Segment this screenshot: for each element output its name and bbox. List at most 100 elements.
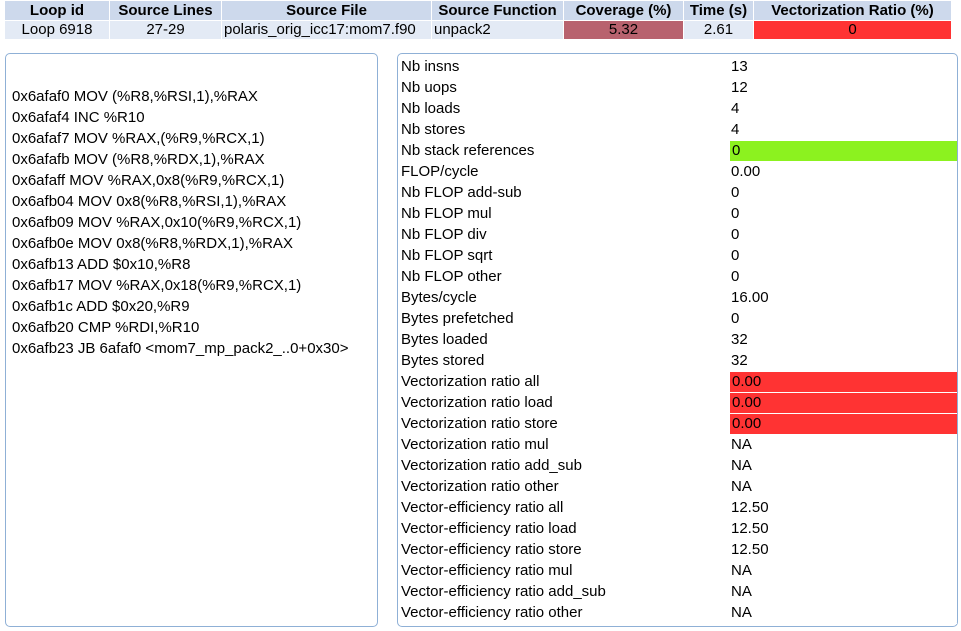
metric-value: 0.00: [730, 371, 957, 393]
assembly-line: 0x6afb23 JB 6afaf0 <mom7_mp_pack2_..0+0x…: [12, 340, 349, 357]
metric-name: Vector-efficiency ratio store: [401, 539, 730, 561]
metric-row: Vector-efficiency ratio mul NA: [401, 560, 957, 582]
loop-summary-table: Loop id Source Lines Source File Source …: [4, 0, 952, 40]
cell-vectorization-ratio: 0: [753, 20, 952, 40]
metric-name: Vector-efficiency ratio all: [401, 497, 730, 519]
assembly-line: 0x6afb09 MOV %RAX,0x10(%R9,%RCX,1): [12, 214, 302, 231]
header-time[interactable]: Time (s): [683, 0, 754, 21]
metric-row: Nb FLOP add-sub 0: [401, 182, 957, 204]
header-source-lines[interactable]: Source Lines: [109, 0, 222, 21]
metric-name: Vector-efficiency ratio mul: [401, 560, 730, 582]
assembly-line: 0x6afaf7 MOV %RAX,(%R9,%RCX,1): [12, 130, 265, 147]
assembly-line: 0x6afb04 MOV 0x8(%R8,%RSI,1),%RAX: [12, 193, 287, 210]
metric-value: 12.50: [730, 497, 957, 519]
metric-value: 4: [730, 98, 957, 120]
metric-name: Vector-efficiency ratio other: [401, 602, 730, 624]
assembly-line: 0x6afaf4 INC %R10: [12, 109, 145, 126]
metric-value: 0: [730, 203, 957, 225]
cell-loop-id: Loop 6918: [4, 20, 110, 40]
metric-name: Vectorization ratio load: [401, 392, 730, 414]
metric-row: Nb insns 13: [401, 57, 957, 78]
header-coverage[interactable]: Coverage (%): [563, 0, 684, 21]
metric-value: NA: [730, 476, 957, 498]
header-source-function[interactable]: Source Function: [431, 0, 564, 21]
metric-row: Vectorization ratio mul NA: [401, 434, 957, 456]
metric-name: Vectorization ratio all: [401, 371, 730, 393]
metric-name: Nb FLOP other: [401, 266, 730, 288]
assembly-line: 0x6afaf0 MOV (%R8,%RSI,1),%RAX: [12, 88, 258, 105]
header-source-file[interactable]: Source File: [221, 0, 432, 21]
metric-value: 0: [730, 182, 957, 204]
metric-row: Bytes loaded 32: [401, 329, 957, 351]
metric-row: Vector-efficiency ratio load 12.50: [401, 518, 957, 540]
metrics-panel: Nb insns 13 Nb uops 12 Nb loads 4 Nb stores 4 Nb…: [397, 53, 958, 627]
metric-value: 12: [730, 77, 957, 99]
cell-coverage: 5.32: [563, 20, 684, 40]
metric-row: Vectorization ratio other NA: [401, 476, 957, 498]
metric-value: 16.00: [730, 287, 957, 309]
metric-name: Bytes stored: [401, 350, 730, 372]
metric-name: Vectorization ratio other: [401, 476, 730, 498]
metric-name: Nb FLOP add-sub: [401, 182, 730, 204]
metric-value: 0: [730, 308, 957, 330]
metric-name: Nb FLOP sqrt: [401, 245, 730, 267]
assembly-panel: 0x6afaf0 MOV (%R8,%RSI,1),%RAX 0x6afaf4 I…: [5, 53, 378, 627]
metric-row: FLOP/cycle 0.00: [401, 161, 957, 183]
metric-row: Vector-efficiency ratio other NA: [401, 602, 957, 624]
metric-row: Vector-efficiency ratio store 12.50: [401, 539, 957, 561]
metric-row: Nb FLOP mul 0: [401, 203, 957, 225]
metric-value: NA: [730, 581, 957, 603]
metric-name: Nb uops: [401, 77, 730, 99]
metric-value: 0.00: [730, 161, 957, 183]
metric-row: Nb loads 4: [401, 98, 957, 120]
metric-value: 0.00: [730, 392, 957, 414]
assembly-line: 0x6afaff MOV %RAX,0x8(%R9,%RCX,1): [12, 172, 285, 189]
assembly-line: 0x6afafb MOV (%R8,%RDX,1),%RAX: [12, 151, 265, 168]
metric-name: FLOP/cycle: [401, 161, 730, 183]
metric-name: Vectorization ratio store: [401, 413, 730, 435]
metric-row: Vector-efficiency ratio all 12.50: [401, 497, 957, 519]
metric-name: Nb stores: [401, 119, 730, 141]
metric-name: Bytes loaded: [401, 329, 730, 351]
summary-header-row: Loop id Source Lines Source File Source …: [4, 0, 952, 21]
cell-source-file: polaris_orig_icc17:mom7.f90: [221, 20, 432, 40]
metric-value: 0: [730, 224, 957, 246]
metric-value: 32: [730, 329, 957, 351]
metric-row: Bytes prefetched 0: [401, 308, 957, 330]
cell-time: 2.61: [683, 20, 754, 40]
metric-value: 12.50: [730, 539, 957, 561]
metric-value: NA: [730, 434, 957, 456]
metrics-table: Nb insns 13 Nb uops 12 Nb loads 4 Nb stores 4 Nb…: [401, 57, 957, 624]
metric-name: Nb loads: [401, 98, 730, 120]
metric-row: Vectorization ratio load 0.00: [401, 392, 957, 414]
assembly-line: 0x6afb20 CMP %RDI,%R10: [12, 319, 200, 336]
metric-row: Nb stores 4: [401, 119, 957, 141]
metric-value: 0: [730, 266, 957, 288]
metric-value: NA: [730, 560, 957, 582]
metric-value: 0: [730, 245, 957, 267]
metric-row: Vectorization ratio add_sub NA: [401, 455, 957, 477]
metric-row: Bytes/cycle 16.00: [401, 287, 957, 309]
metric-row: Nb stack references 0: [401, 140, 957, 162]
header-vectorization-ratio[interactable]: Vectorization Ratio (%): [753, 0, 952, 21]
header-loop-id[interactable]: Loop id: [4, 0, 110, 21]
metric-name: Bytes/cycle: [401, 287, 730, 309]
assembly-list: 0x6afaf0 MOV (%R8,%RSI,1),%RAX 0x6afaf4 I…: [12, 86, 348, 359]
assembly-line: 0x6afb0e MOV 0x8(%R8,%RDX,1),%RAX: [12, 235, 293, 252]
summary-data-row[interactable]: Loop 6918 27-29 polaris_orig_icc17:mom7.…: [4, 20, 952, 40]
metric-value: 0.00: [730, 413, 957, 435]
metric-name: Bytes prefetched: [401, 308, 730, 330]
metric-row: Nb FLOP div 0: [401, 224, 957, 246]
metric-value: NA: [730, 602, 957, 624]
metric-row: Nb FLOP sqrt 0: [401, 245, 957, 267]
metric-name: Nb insns: [401, 57, 730, 78]
metric-row: Bytes stored 32: [401, 350, 957, 372]
metric-value: 0: [730, 140, 957, 162]
metric-name: Vector-efficiency ratio add_sub: [401, 581, 730, 603]
metric-name: Vectorization ratio add_sub: [401, 455, 730, 477]
metric-name: Vector-efficiency ratio load: [401, 518, 730, 540]
cell-source-lines: 27-29: [109, 20, 222, 40]
cell-source-function: unpack2: [431, 20, 564, 40]
metric-name: Nb FLOP mul: [401, 203, 730, 225]
metric-name: Vectorization ratio mul: [401, 434, 730, 456]
